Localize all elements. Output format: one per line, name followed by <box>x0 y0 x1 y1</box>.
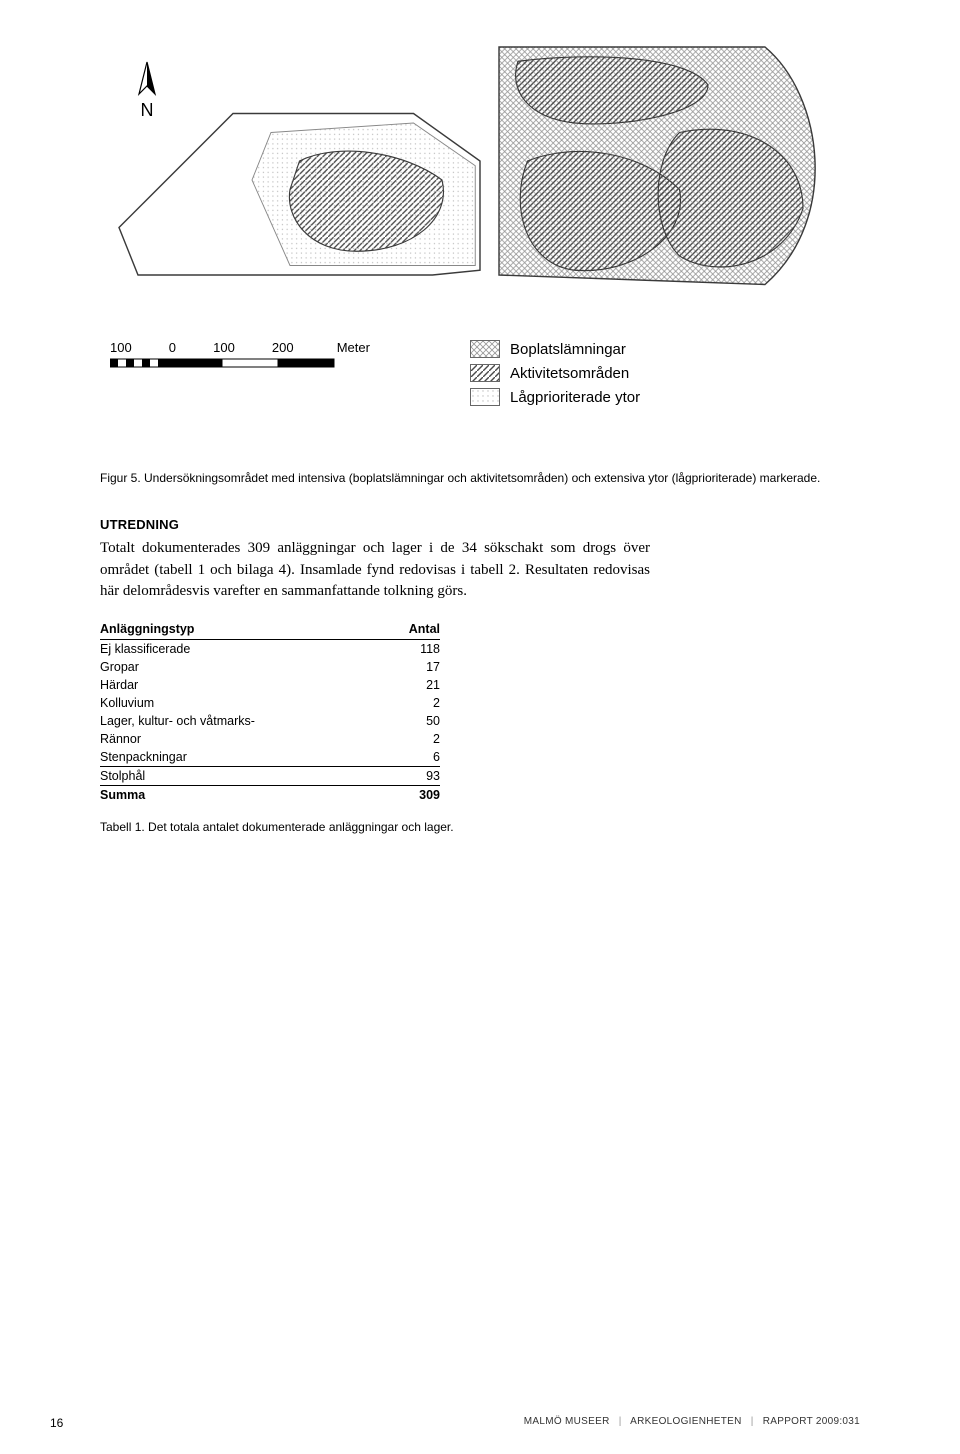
table-cell: 93 <box>383 767 440 786</box>
table-caption: Tabell 1. Det totala antalet dokumentera… <box>100 820 860 834</box>
legend-label: Lågprioriterade ytor <box>510 389 640 406</box>
table-cell: Stolphål <box>100 767 383 786</box>
legend-swatch-icon <box>470 388 500 406</box>
scale-label: 100 <box>213 340 235 355</box>
footer-report: RAPPORT 2009:031 <box>763 1416 860 1427</box>
table-cell: 2 <box>383 694 440 712</box>
scale-label: 200 <box>272 340 294 355</box>
legend-item: Boplatslämningar <box>470 340 640 358</box>
footer-dept: ARKEOLOGIENHETEN <box>630 1416 742 1427</box>
section-heading: UTREDNING <box>100 517 860 532</box>
table-cell: 2 <box>383 730 440 748</box>
table-cell: 50 <box>383 712 440 730</box>
table-row: Lager, kultur- och våtmarks-50 <box>100 712 440 730</box>
table-header: Antal <box>383 619 440 640</box>
scale-unit: Meter <box>337 340 370 355</box>
page-number: 16 <box>50 1416 63 1430</box>
table-header: Anläggningstyp <box>100 619 383 640</box>
table-row: Gropar17 <box>100 658 440 676</box>
footer-org: MALMÖ MUSEER <box>524 1416 610 1427</box>
table-cell: Lager, kultur- och våtmarks- <box>100 712 383 730</box>
table-cell: Rännor <box>100 730 383 748</box>
table-cell: Härdar <box>100 676 383 694</box>
map-figure: N <box>100 30 860 380</box>
table-cell: 21 <box>383 676 440 694</box>
scale-label: 0 <box>169 340 176 355</box>
page-footer: 16 MALMÖ MUSEER | ARKEOLOGIENHETEN | RAP… <box>0 1416 960 1430</box>
table-cell: Ej klassificerade <box>100 640 383 659</box>
figure-caption: Figur 5. Undersökningsområdet med intens… <box>100 470 860 487</box>
table-row: Härdar21 <box>100 676 440 694</box>
table-total-label: Summa <box>100 786 383 805</box>
table-row: Stolphål93 <box>100 767 440 786</box>
legend-swatch-icon <box>470 340 500 358</box>
table-cell: Kolluvium <box>100 694 383 712</box>
map-legend: Boplatslämningar Aktivitetsområden Lågpr… <box>470 340 640 412</box>
table-row: Ej klassificerade118 <box>100 640 440 659</box>
table-cell: 6 <box>383 748 440 767</box>
legend-swatch-icon <box>470 364 500 382</box>
scale-bar: 100 0 100 200 Meter <box>110 340 370 373</box>
scale-label: 100 <box>110 340 132 355</box>
table-cell: Stenpackningar <box>100 748 383 767</box>
table-cell: 118 <box>383 640 440 659</box>
legend-item: Lågprioriterade ytor <box>470 388 640 406</box>
data-table: Anläggningstyp Antal Ej klassificerade11… <box>100 619 440 804</box>
map-svg <box>100 30 860 330</box>
body-paragraph: Totalt dokumenterades 309 anläggningar o… <box>100 538 650 603</box>
legend-item: Aktivitetsområden <box>470 364 640 382</box>
table-cell: Gropar <box>100 658 383 676</box>
table-cell: 17 <box>383 658 440 676</box>
table-row: Kolluvium2 <box>100 694 440 712</box>
table-row: Stenpackningar6 <box>100 748 440 767</box>
table-total-value: 309 <box>383 786 440 805</box>
legend-label: Boplatslämningar <box>510 341 626 358</box>
legend-label: Aktivitetsområden <box>510 365 629 382</box>
scale-ticks-svg <box>110 357 340 373</box>
table-row: Rännor2 <box>100 730 440 748</box>
